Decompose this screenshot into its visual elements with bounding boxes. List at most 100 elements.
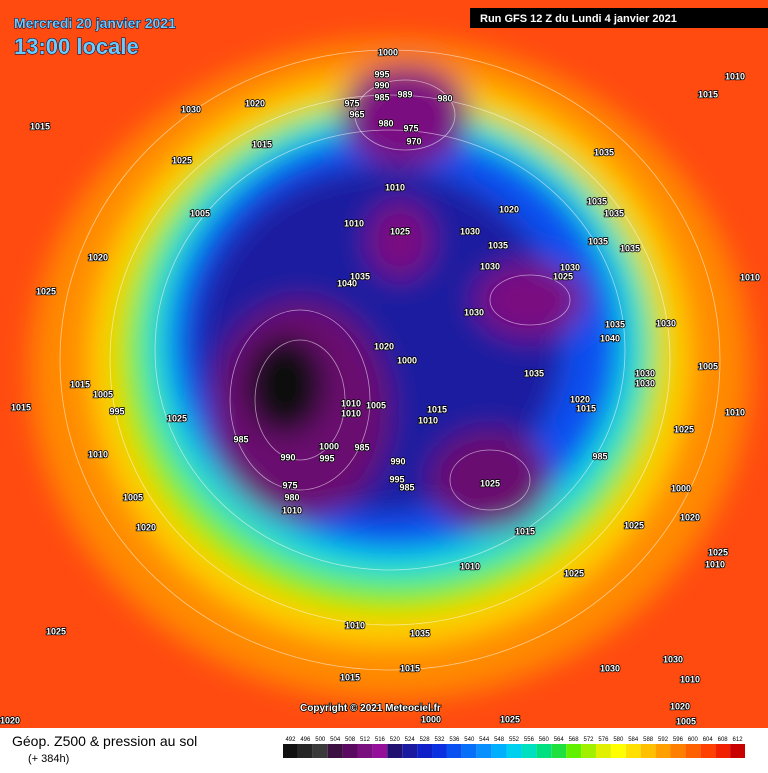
isobar-label: 1025	[624, 520, 644, 530]
run-info: Run GFS 12 Z du Lundi 4 janvier 2021	[480, 13, 677, 25]
isobar-label: 1000	[671, 483, 691, 493]
legend-swatch	[730, 744, 745, 758]
isobar-label: 985	[399, 482, 414, 492]
isobar-label: 1015	[11, 402, 31, 412]
isobar-label: 1005	[93, 389, 113, 399]
isobar-label: 1030	[460, 226, 480, 236]
isobar-label: 1010	[418, 415, 438, 425]
isobar-label: 1030	[600, 663, 620, 673]
isobar-label: 1030	[560, 262, 580, 272]
isobar-label: 1020	[136, 522, 156, 532]
legend-swatch	[476, 744, 492, 758]
isobar-label: 1025	[172, 155, 192, 165]
legend-label: 508	[345, 737, 356, 743]
isobar-label: 1035	[604, 208, 624, 218]
isobar-label: 1025	[553, 271, 573, 281]
isobar-label: 1040	[600, 333, 620, 343]
isobar-label: 989	[397, 89, 412, 99]
isobar-label: 1030	[464, 307, 484, 317]
isobar-label: 1010	[680, 674, 700, 684]
isobar-label: 975	[403, 123, 418, 133]
legend-swatch	[700, 744, 716, 758]
isobar-label: 1030	[663, 654, 683, 664]
isobar-label: 995	[374, 69, 389, 79]
lead-time: (+ 384h)	[28, 753, 69, 765]
legend-swatch	[342, 744, 358, 758]
isobar-label: 1035	[587, 196, 607, 206]
legend-swatch	[283, 744, 298, 758]
legend-label: 524	[405, 737, 416, 743]
isobar-label: 1010	[344, 218, 364, 228]
legend-swatch	[327, 744, 343, 758]
isobar-label: 1030	[635, 368, 655, 378]
isobar-label: 985	[233, 434, 248, 444]
isobar-label: 1005	[676, 716, 696, 726]
isobar-label: 1035	[588, 236, 608, 246]
legend-label: 580	[613, 737, 624, 743]
isobar-label: 1025	[390, 226, 410, 236]
isobar-label: 1005	[366, 400, 386, 410]
isobar-label: 1040	[337, 278, 357, 288]
legend-label: 564	[554, 737, 565, 743]
isobar-label: 1030	[635, 378, 655, 388]
isobar-label: 1015	[340, 672, 360, 682]
isobar-label: 1015	[576, 403, 596, 413]
isobar-label: 975	[282, 480, 297, 490]
legend-swatch	[536, 744, 552, 758]
isobar-label: 1035	[350, 271, 370, 281]
legend-label: 552	[509, 737, 520, 743]
legend-swatch	[625, 744, 641, 758]
isobar-label: 990	[390, 456, 405, 466]
legend-swatch	[432, 744, 447, 758]
isobar-label: 1005	[123, 492, 143, 502]
isobar-label: 1035	[605, 319, 625, 329]
isobar-label: 1025	[36, 286, 56, 296]
isobar-label: 1025	[46, 626, 66, 636]
legend-label: 500	[315, 737, 326, 743]
isobar-label: 1030	[480, 261, 500, 271]
isobar-label: 985	[374, 92, 389, 102]
legend-swatch	[670, 744, 686, 758]
isobar-label: 1010	[705, 559, 725, 569]
legend-swatch	[357, 744, 373, 758]
legend-swatch	[402, 744, 418, 758]
isobar-label: 980	[284, 492, 299, 502]
isobar-label: 980	[378, 118, 393, 128]
legend-swatch	[551, 744, 567, 758]
legend-label: 540	[464, 737, 475, 743]
isobar-label: 1020	[374, 341, 394, 351]
legend-swatch	[595, 744, 611, 758]
legend-label: 596	[673, 737, 684, 743]
isobar-label: 1015	[698, 89, 718, 99]
isobar-label: 1020	[670, 701, 690, 711]
isobar-label: 1010	[282, 505, 302, 515]
legend-label: 608	[718, 737, 729, 743]
legend-label: 544	[479, 737, 490, 743]
isobar-label: 1015	[427, 404, 447, 414]
legend-label: 600	[688, 737, 699, 743]
copyright: Copyright © 2021 Meteociel.fr	[300, 703, 441, 714]
legend-label: 560	[539, 737, 550, 743]
legend-label: 612	[733, 737, 744, 743]
isobar-label: 990	[280, 452, 295, 462]
isobar-label: 995	[389, 474, 404, 484]
legend-swatch	[581, 744, 596, 758]
legend-swatch	[312, 744, 328, 758]
isobar-label: 975	[344, 98, 359, 108]
date: Mercredi 20 janvier 2021	[14, 15, 176, 31]
isobar-label: 980	[437, 93, 452, 103]
isobar-label: 995	[109, 406, 124, 416]
legend-label: 512	[360, 737, 371, 743]
legend-swatch	[491, 744, 507, 758]
legend-label: 568	[569, 737, 580, 743]
isobar-label: 1010	[725, 407, 745, 417]
isobar-label: 1015	[252, 139, 272, 149]
legend-swatch	[372, 744, 388, 758]
legend-label: 532	[434, 737, 445, 743]
legend-label: 504	[330, 737, 341, 743]
legend-label: 520	[390, 737, 401, 743]
isobar-label: 990	[374, 80, 389, 90]
isobar-label: 1025	[500, 714, 520, 724]
